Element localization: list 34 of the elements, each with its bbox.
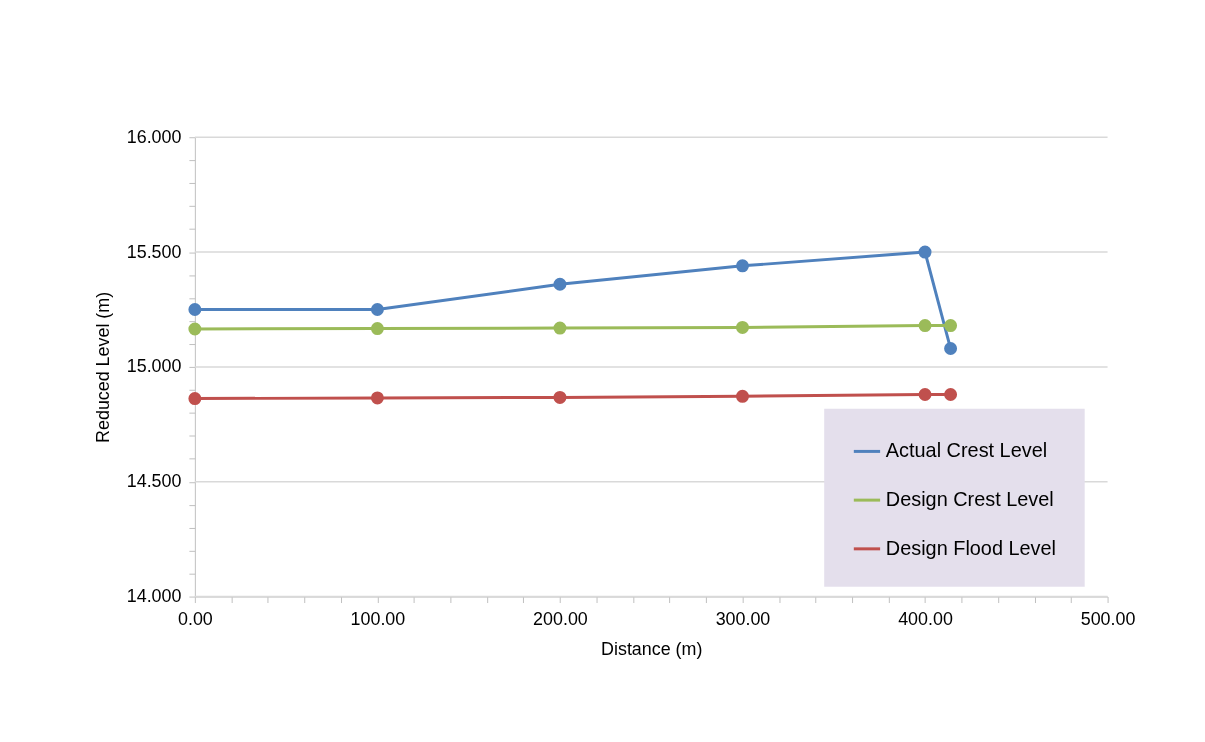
- legend-label: Design Flood Level: [885, 536, 1057, 559]
- point: [918, 387, 932, 401]
- point: [188, 322, 202, 336]
- point: [188, 303, 202, 316]
- point: [553, 390, 567, 404]
- x-tick-label: 300.00: [715, 608, 771, 629]
- point: [918, 245, 932, 259]
- y-tick-label: 16.000: [126, 126, 182, 147]
- point: [736, 320, 749, 334]
- legend-label: Design Crest Level: [885, 488, 1054, 511]
- x-tick-label: 200.00: [533, 608, 588, 629]
- x-tick-label: 100.00: [350, 608, 406, 629]
- y-tick-label: 15.500: [126, 241, 182, 262]
- point: [553, 321, 567, 335]
- y-axis-title: Reduced Level (m): [92, 291, 113, 443]
- point: [918, 319, 932, 333]
- point: [188, 392, 202, 406]
- point: [370, 391, 384, 405]
- point: [944, 342, 958, 355]
- point: [944, 387, 958, 401]
- point: [553, 277, 567, 291]
- point: [736, 389, 749, 403]
- y-tick-label: 15.000: [126, 356, 182, 377]
- x-tick-label: 400.00: [898, 608, 953, 629]
- point: [944, 319, 958, 333]
- point: [370, 322, 384, 336]
- x-tick-label: 500.00: [1080, 608, 1136, 629]
- point: [736, 259, 749, 273]
- x-axis-title: Distance (m): [601, 638, 703, 659]
- y-tick-label: 14.000: [126, 586, 182, 607]
- point: [370, 303, 384, 316]
- x-tick-label: 0.00: [177, 608, 213, 629]
- legend-label: Actual Crest Level: [885, 439, 1048, 462]
- y-tick-label: 14.500: [126, 471, 182, 492]
